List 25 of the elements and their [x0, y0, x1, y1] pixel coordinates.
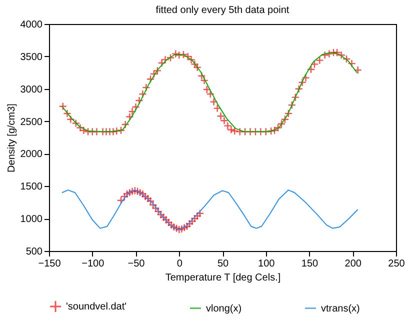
y-tick-label: 1500 — [20, 182, 43, 193]
x-tick-label: 150 — [301, 258, 319, 270]
x-tick-label: 100 — [258, 258, 276, 270]
y-tick-label: 2000 — [20, 149, 43, 160]
x-axis-title: Temperature T [deg Cels.] — [165, 272, 281, 284]
x-tick-label: 50 — [217, 258, 229, 270]
y-tick-label: 1000 — [20, 214, 43, 226]
y-tick-label: 3500 — [20, 52, 43, 63]
x-tick-label: 250 — [388, 258, 406, 270]
legend-label: 'soundvel.dat' — [66, 302, 127, 313]
chart-title: fitted only every 5th data point — [156, 5, 290, 16]
y-tick-label: 4000 — [20, 20, 43, 30]
x-tick-label: 200 — [344, 258, 362, 270]
legend-label: vlong(x) — [206, 303, 242, 314]
x-tick-label: −100 — [82, 258, 105, 270]
x-tick-label: 0 — [176, 258, 183, 270]
y-tick-label: 2500 — [20, 116, 43, 128]
x-tick-label: −150 — [38, 258, 62, 270]
y-tick-label: 3000 — [20, 84, 43, 96]
legend-label: vtrans(x) — [321, 303, 360, 314]
y-axis-title: Density [g/cm3] — [6, 103, 18, 172]
x-tick-label: −50 — [128, 258, 146, 270]
y-tick-label: 500 — [26, 246, 43, 258]
line-series — [62, 190, 358, 230]
line-series — [62, 52, 358, 132]
